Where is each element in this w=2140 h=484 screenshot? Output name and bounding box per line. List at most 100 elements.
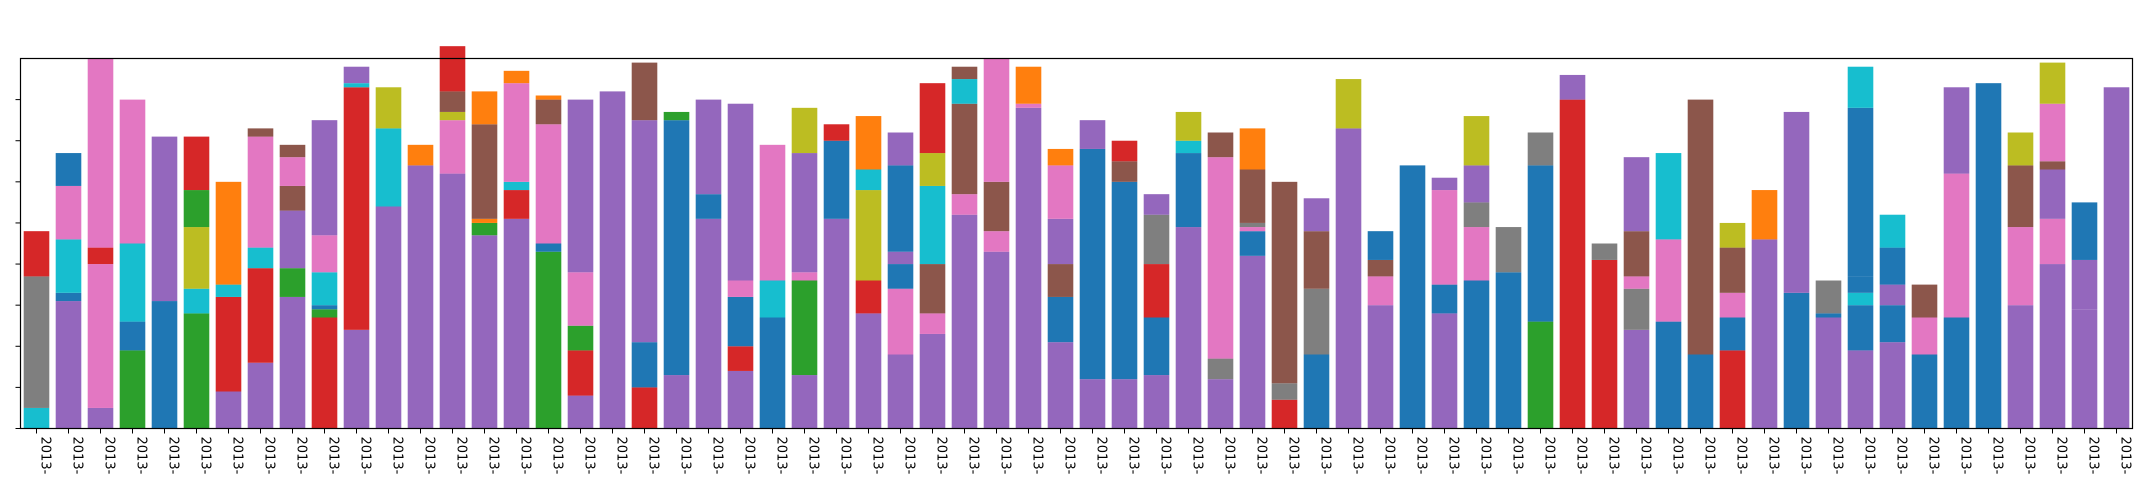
bar-segment <box>1719 222 1746 248</box>
bar-segment <box>1015 107 1042 429</box>
bar-segment <box>663 375 690 429</box>
x-tick-label: 2013- <box>1382 437 1397 475</box>
bar-stack <box>247 128 274 429</box>
bar-segment <box>119 350 146 429</box>
bar-segment <box>183 136 210 191</box>
bar-segment <box>1879 305 1906 343</box>
bar-segment <box>1591 243 1618 260</box>
bar-segment <box>311 120 338 236</box>
bar-segment <box>1143 194 1170 215</box>
bar-stack <box>1687 99 1714 429</box>
x-tick-label: 2013- <box>1734 437 1749 475</box>
bar-segment <box>1943 173 1970 318</box>
bar-segment <box>1815 280 1842 314</box>
bar-segment <box>1847 305 1874 351</box>
bar-segment <box>695 194 722 219</box>
bar-stack <box>1047 148 1074 429</box>
bar-segment <box>215 391 242 429</box>
bar-segment <box>1303 288 1330 355</box>
bar-segment <box>535 243 562 252</box>
bar-segment <box>631 387 658 429</box>
bar-segment <box>1079 120 1106 149</box>
bar-segment <box>2007 165 2034 228</box>
bar-segment <box>2103 87 2130 429</box>
bar-segment <box>1239 169 1266 223</box>
bar-segment <box>791 375 818 429</box>
bar-segment <box>1495 227 1522 273</box>
bar-segment <box>2039 161 2066 170</box>
bar-segment <box>375 87 402 129</box>
x-tick-label: 2013- <box>838 437 853 475</box>
bar-segment <box>887 264 914 289</box>
bar-stack <box>983 58 1010 429</box>
bar-stack <box>535 95 562 429</box>
bar-stack <box>1399 165 1426 429</box>
bar-stack <box>1623 157 1650 429</box>
bar-segment <box>87 58 114 248</box>
bar-segment <box>1367 231 1394 260</box>
bar-segment <box>1719 350 1746 429</box>
bar-segment <box>1847 350 1874 429</box>
bar-segment <box>119 99 146 244</box>
bar-segment <box>887 132 914 166</box>
x-tick-label: 2013- <box>486 437 501 475</box>
bar-segment <box>471 235 498 429</box>
bar-segment <box>1143 264 1170 318</box>
bar-segment <box>2007 305 2034 429</box>
bar-stack <box>151 136 178 429</box>
bar-segment <box>439 120 466 174</box>
bar-segment <box>311 317 338 429</box>
bar-segment <box>343 329 370 429</box>
x-tick-label: 2013- <box>998 437 1013 475</box>
x-tick-label: 2013- <box>2054 437 2069 475</box>
bar-stack <box>183 136 210 429</box>
x-tick-label: 2013- <box>806 437 821 475</box>
bar-segment <box>1911 354 1938 429</box>
bar-segment <box>1047 264 1074 297</box>
bar-segment <box>1207 132 1234 158</box>
bar-segment <box>1175 111 1202 141</box>
bar-segment <box>1911 317 1938 355</box>
bar-segment <box>87 264 114 408</box>
x-tick-label: 2013- <box>870 437 885 475</box>
bar-segment <box>55 153 82 186</box>
bar-segment <box>887 165 914 252</box>
bar-segment <box>407 165 434 429</box>
x-tick-label: 2013- <box>2022 437 2037 475</box>
bar-segment <box>503 190 530 219</box>
bar-segment <box>1047 148 1074 166</box>
bar-segment <box>503 70 530 84</box>
bar-segment <box>439 46 466 92</box>
bar-segment <box>471 124 498 219</box>
bar-stack <box>919 83 946 429</box>
bar-stack <box>855 116 882 429</box>
bar-segment <box>1527 321 1554 429</box>
x-tick-label: 2013- <box>1766 437 1781 475</box>
x-tick-label: 2013- <box>1670 437 1685 475</box>
bar-segment <box>1367 276 1394 306</box>
bar-segment <box>919 333 946 429</box>
bar-segment <box>855 116 882 170</box>
bar-stack <box>1111 140 1138 429</box>
bar-stack <box>599 91 626 429</box>
bar-segment <box>727 370 754 429</box>
bar-segment <box>1815 313 1842 318</box>
bar-stack <box>1847 66 1874 429</box>
bar-segment <box>855 313 882 429</box>
x-tick-label: 2013- <box>1638 437 1653 475</box>
bar-segment <box>247 247 274 269</box>
bar-segment <box>1911 284 1938 318</box>
bar-segment <box>1047 342 1074 429</box>
bar-segment <box>1335 79 1362 129</box>
x-tick-label: 2013- <box>422 437 437 475</box>
bar-segment <box>1303 198 1330 232</box>
bar-segment <box>567 272 594 326</box>
bar-segment <box>1527 165 1554 322</box>
bar-segment <box>1239 227 1266 232</box>
bar-stack <box>951 66 978 429</box>
bar-segment <box>1015 66 1042 104</box>
bar-stack <box>2039 62 2066 429</box>
bar-segment <box>279 268 306 297</box>
bar-segment <box>343 66 370 84</box>
x-tick-label: 2013- <box>774 437 789 475</box>
